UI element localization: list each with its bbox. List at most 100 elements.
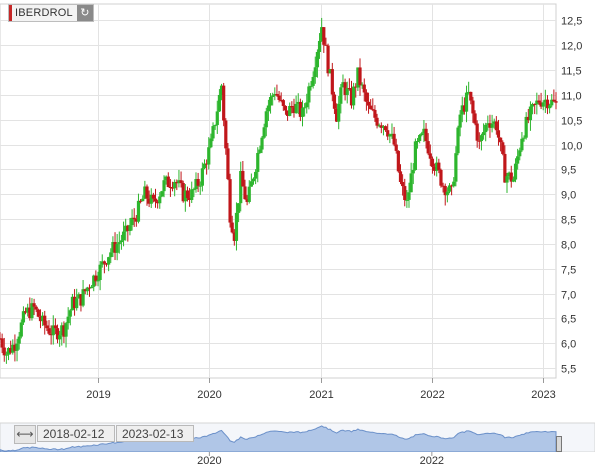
candle-body [36,309,40,317]
candle-body [347,88,351,90]
candle-body [481,132,486,136]
candle-body [81,289,85,306]
candle-body [66,316,70,324]
candle-body [354,86,358,88]
candle-body [245,199,249,202]
candle-body [496,130,501,138]
candle-body [454,153,458,182]
range-end-field[interactable]: 2023-02-13 [116,425,194,442]
candle-body [432,166,437,171]
candle-body [15,343,19,351]
candle-body [109,252,113,258]
candle-body [364,92,369,102]
candle-body [53,325,57,329]
candle-body [23,311,28,313]
candle-body [554,101,558,103]
refresh-icon[interactable]: ↻ [76,5,93,21]
x-tick-label: 2020 [197,389,221,401]
candle-body [190,189,194,200]
candle-body [70,296,75,311]
candle-body [111,242,115,253]
candle-body [156,201,160,204]
candle-body [543,99,547,103]
candle-body [185,190,190,199]
y-tick-label: 8,5 [561,215,576,227]
candle-body [437,162,441,170]
candle-body [213,125,217,127]
candle-body [311,76,315,86]
date-range-controls: ⟷ 2018-02-12 2023-02-13 [0,420,595,466]
candle-body [271,95,275,97]
candle-body [126,225,130,232]
candle-body [439,169,443,186]
candle-body [292,107,296,114]
candle-body [75,298,79,309]
candle-body [100,261,104,265]
candle-body [209,138,213,148]
candle-body [507,172,511,177]
candle-body [415,140,420,142]
candle-body [505,176,509,183]
x-tick-label: 2022 [420,389,444,401]
ticker-selector[interactable]: IBERDROL ↻ [8,4,94,22]
candle-body [516,156,520,164]
candle-body [401,181,405,187]
candle-body [32,303,36,307]
candle-body [162,180,166,192]
candle-body [471,100,475,114]
candle-body [326,45,330,74]
candle-body [486,123,490,125]
candle-body [173,181,177,189]
candle-body [134,219,138,222]
candle-body [239,170,243,204]
x-tick-label: 2019 [86,389,110,401]
candle-body [96,280,100,282]
candle-body [168,186,173,188]
candle-body [58,335,62,340]
range-expand-button[interactable]: ⟷ [14,425,36,444]
y-tick-label: 11,5 [561,66,582,78]
candle-body [9,348,13,353]
candle-body [541,102,545,107]
candle-body [34,306,38,310]
range-start-field[interactable]: 2018-02-12 [37,425,115,442]
candle-body [320,27,324,41]
candle-body [147,198,151,204]
candle-body [6,348,11,355]
candle-body [115,243,119,253]
candle-body [324,44,328,46]
candle-body [211,126,215,139]
candle-body [341,82,345,88]
candle-body [477,140,481,142]
candle-body [349,88,354,106]
candle-body [390,133,394,135]
candle-body [494,121,498,131]
candle-body [138,200,143,202]
candle-body [488,123,492,128]
navigator-right-handle[interactable] [556,436,562,452]
candle-body [315,51,320,68]
ticker-accent [9,5,12,21]
candle-body [262,127,266,138]
candle-body [545,99,550,109]
candle-body [303,107,307,109]
candle-body [522,137,526,139]
candle-body [158,196,162,204]
candle-body [288,106,292,116]
candle-body [179,180,183,183]
plot-border [0,3,557,379]
candle-body [124,225,128,232]
candle-body [330,69,334,95]
navigator[interactable]: 2020 2022 [0,422,595,466]
candle-body [458,114,462,128]
candle-body [275,94,279,96]
candle-body [226,148,230,180]
candle-body [2,347,6,356]
candle-body [92,275,96,287]
candle-body [187,198,192,200]
candle-body [328,69,332,74]
candle-body [164,176,168,181]
candle-body [38,316,43,322]
candle-body [524,116,528,138]
candle-body [473,113,477,124]
